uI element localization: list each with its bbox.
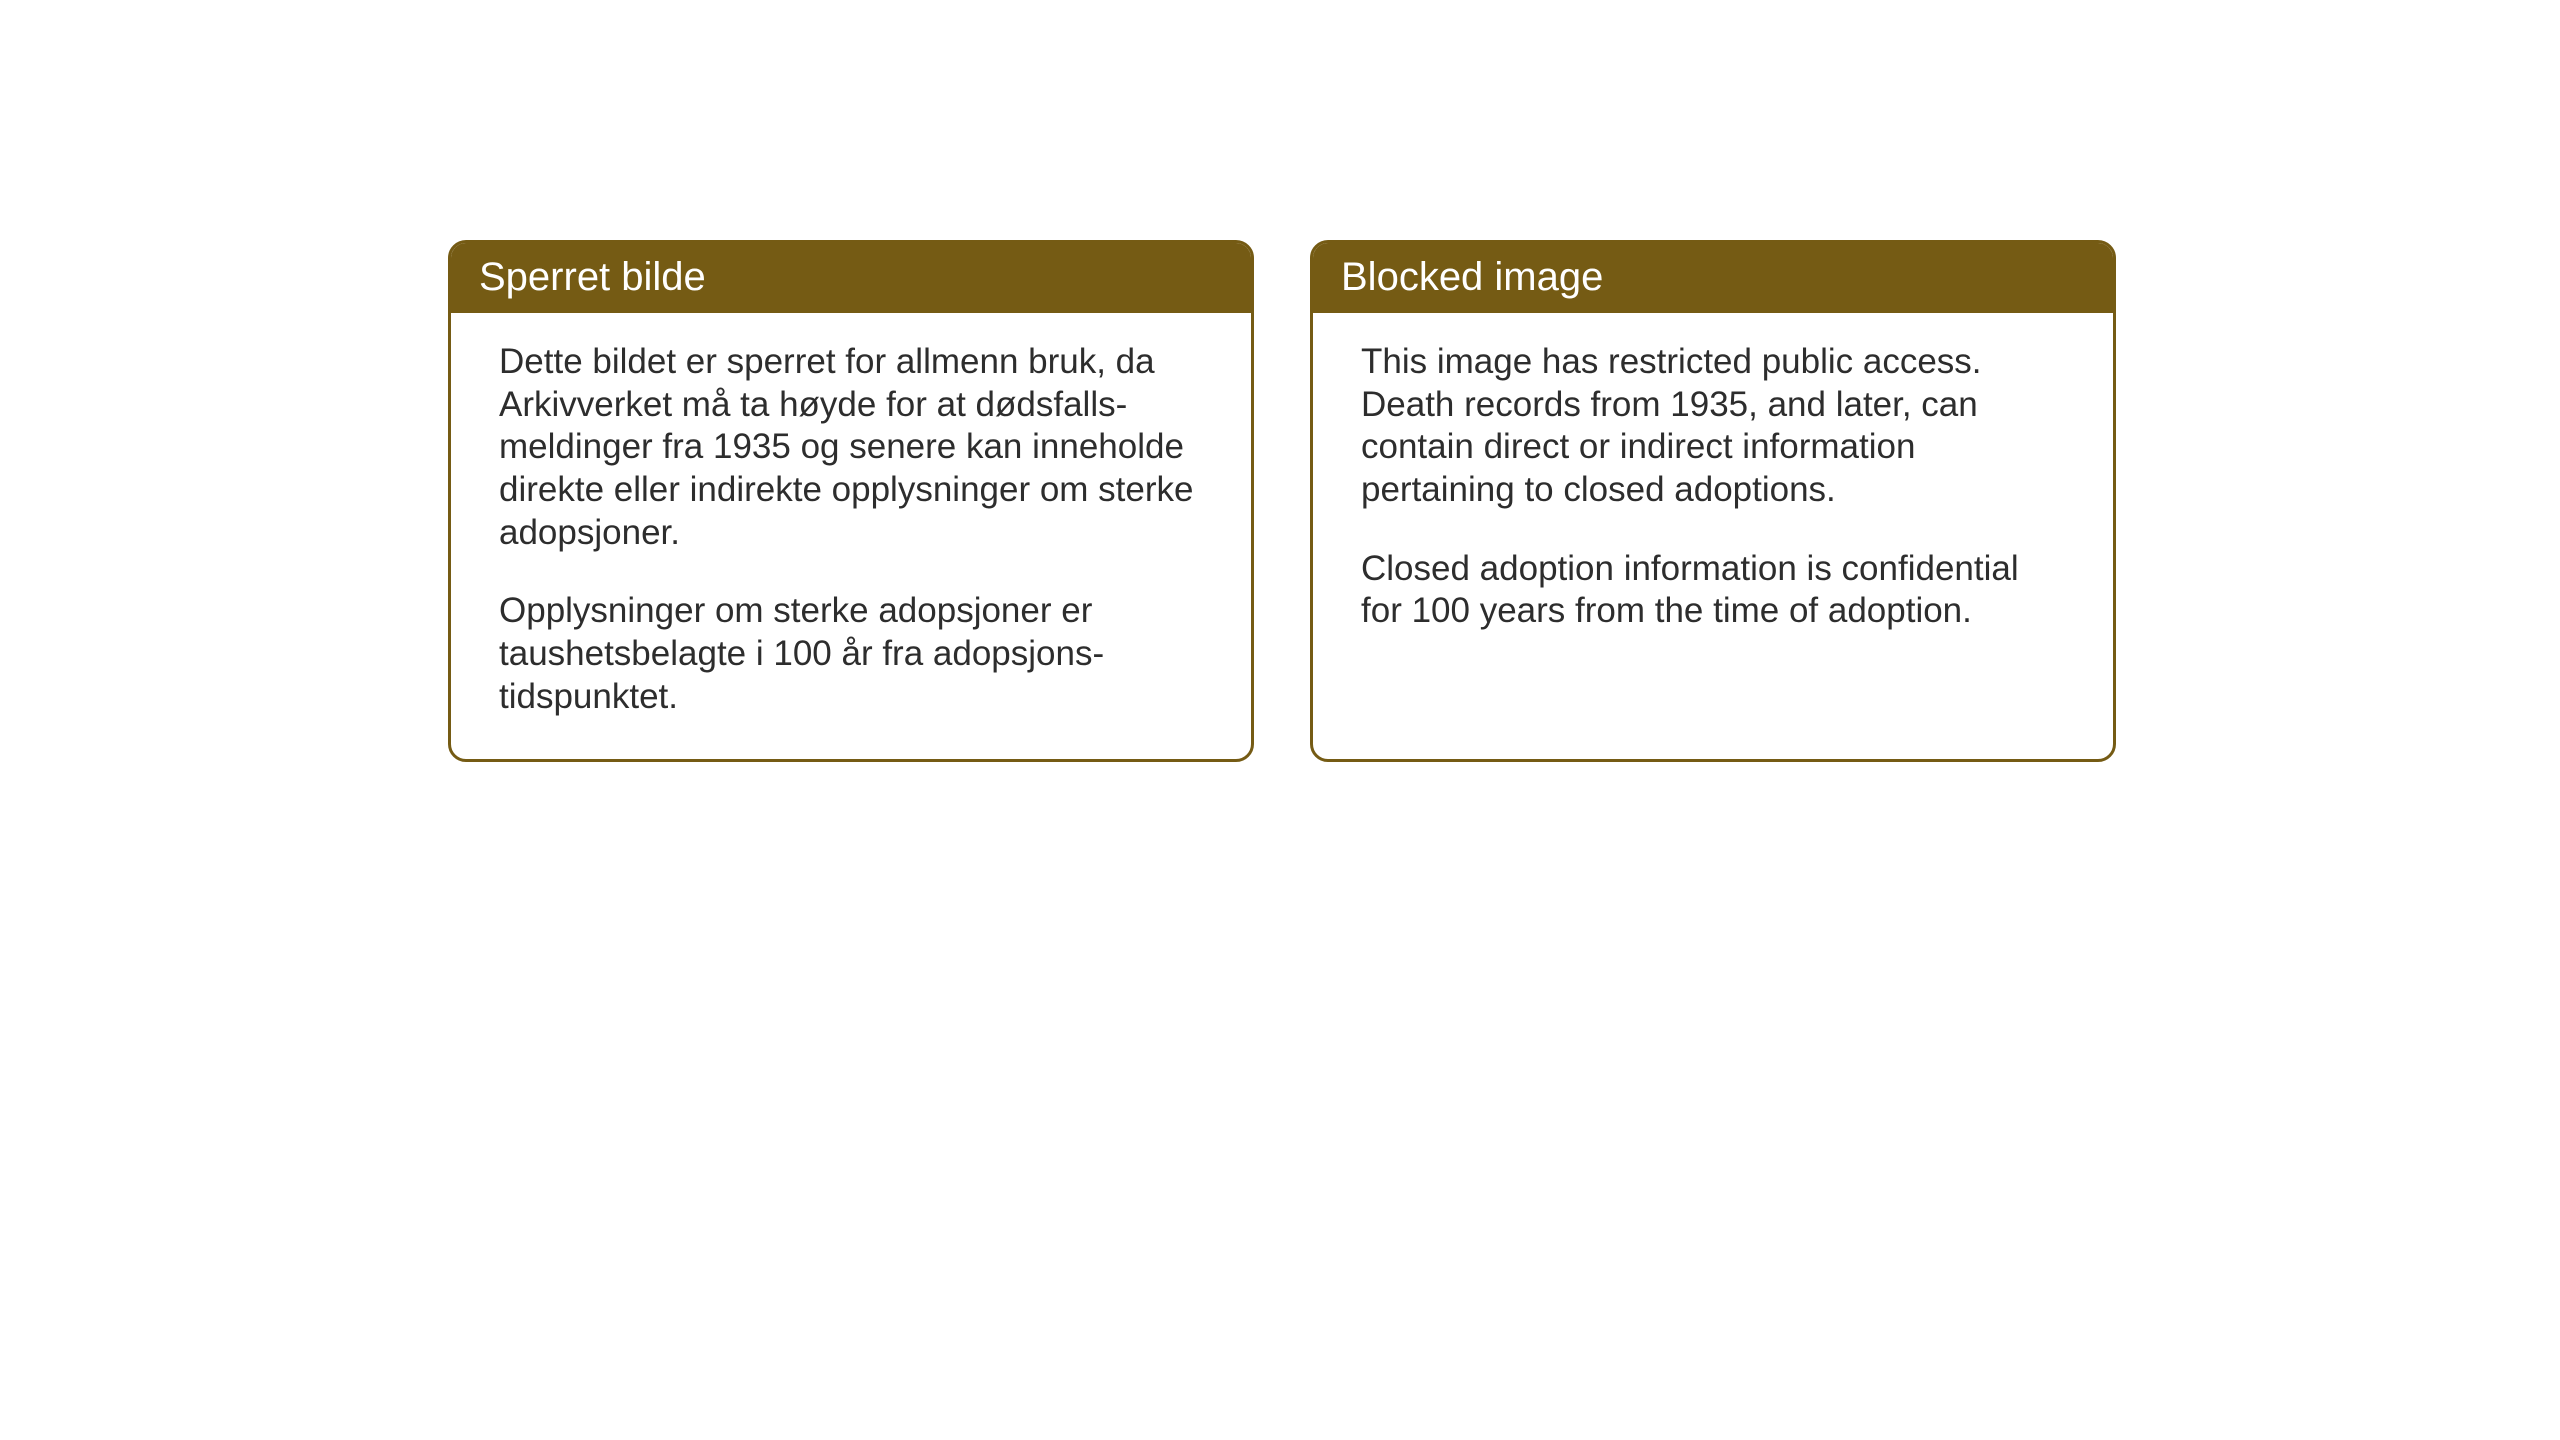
notice-box-english: Blocked image This image has restricted … (1310, 240, 2116, 762)
notice-body-english: This image has restricted public access.… (1313, 313, 2113, 741)
notice-paragraph-1-english: This image has restricted public access.… (1361, 341, 2065, 512)
notice-header-english: Blocked image (1313, 243, 2113, 313)
notice-header-norwegian: Sperret bilde (451, 243, 1251, 313)
notice-paragraph-2-norwegian: Opplysninger om sterke adopsjoner er tau… (499, 590, 1203, 718)
notice-box-norwegian: Sperret bilde Dette bildet er sperret fo… (448, 240, 1254, 762)
notice-body-norwegian: Dette bildet er sperret for allmenn bruk… (451, 313, 1251, 759)
notice-paragraph-2-english: Closed adoption information is confident… (1361, 548, 2065, 633)
notice-container: Sperret bilde Dette bildet er sperret fo… (448, 240, 2116, 762)
notice-paragraph-1-norwegian: Dette bildet er sperret for allmenn bruk… (499, 341, 1203, 554)
